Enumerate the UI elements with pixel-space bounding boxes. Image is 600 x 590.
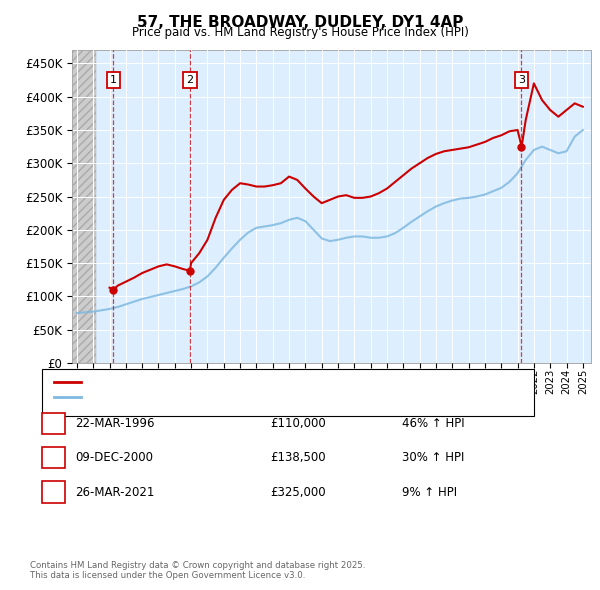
Text: 2: 2 [186,75,193,85]
Text: 57, THE BROADWAY, DUDLEY, DY1 4AP: 57, THE BROADWAY, DUDLEY, DY1 4AP [137,15,463,30]
Bar [72,50,97,363]
Text: 9% ↑ HPI: 9% ↑ HPI [402,486,457,499]
Text: HPI: Average price, detached house, Dudley: HPI: Average price, detached house, Dudl… [87,392,333,402]
Text: 09-DEC-2000: 09-DEC-2000 [75,451,153,464]
Text: 3: 3 [50,486,57,499]
Text: 30% ↑ HPI: 30% ↑ HPI [402,451,464,464]
Text: Contains HM Land Registry data © Crown copyright and database right 2025.: Contains HM Land Registry data © Crown c… [30,560,365,569]
Text: Price paid vs. HM Land Registry's House Price Index (HPI): Price paid vs. HM Land Registry's House … [131,26,469,39]
Text: £138,500: £138,500 [270,451,326,464]
Text: 22-MAR-1996: 22-MAR-1996 [75,417,155,430]
Text: 2: 2 [50,451,57,464]
Text: £110,000: £110,000 [270,417,326,430]
Text: 26-MAR-2021: 26-MAR-2021 [75,486,154,499]
Text: 1: 1 [50,417,57,430]
Text: 46% ↑ HPI: 46% ↑ HPI [402,417,464,430]
Text: 1: 1 [110,75,116,85]
Text: This data is licensed under the Open Government Licence v3.0.: This data is licensed under the Open Gov… [30,571,305,580]
Text: £325,000: £325,000 [270,486,326,499]
Text: 57, THE BROADWAY, DUDLEY, DY1 4AP (detached house): 57, THE BROADWAY, DUDLEY, DY1 4AP (detac… [87,377,405,386]
Text: 3: 3 [518,75,525,85]
